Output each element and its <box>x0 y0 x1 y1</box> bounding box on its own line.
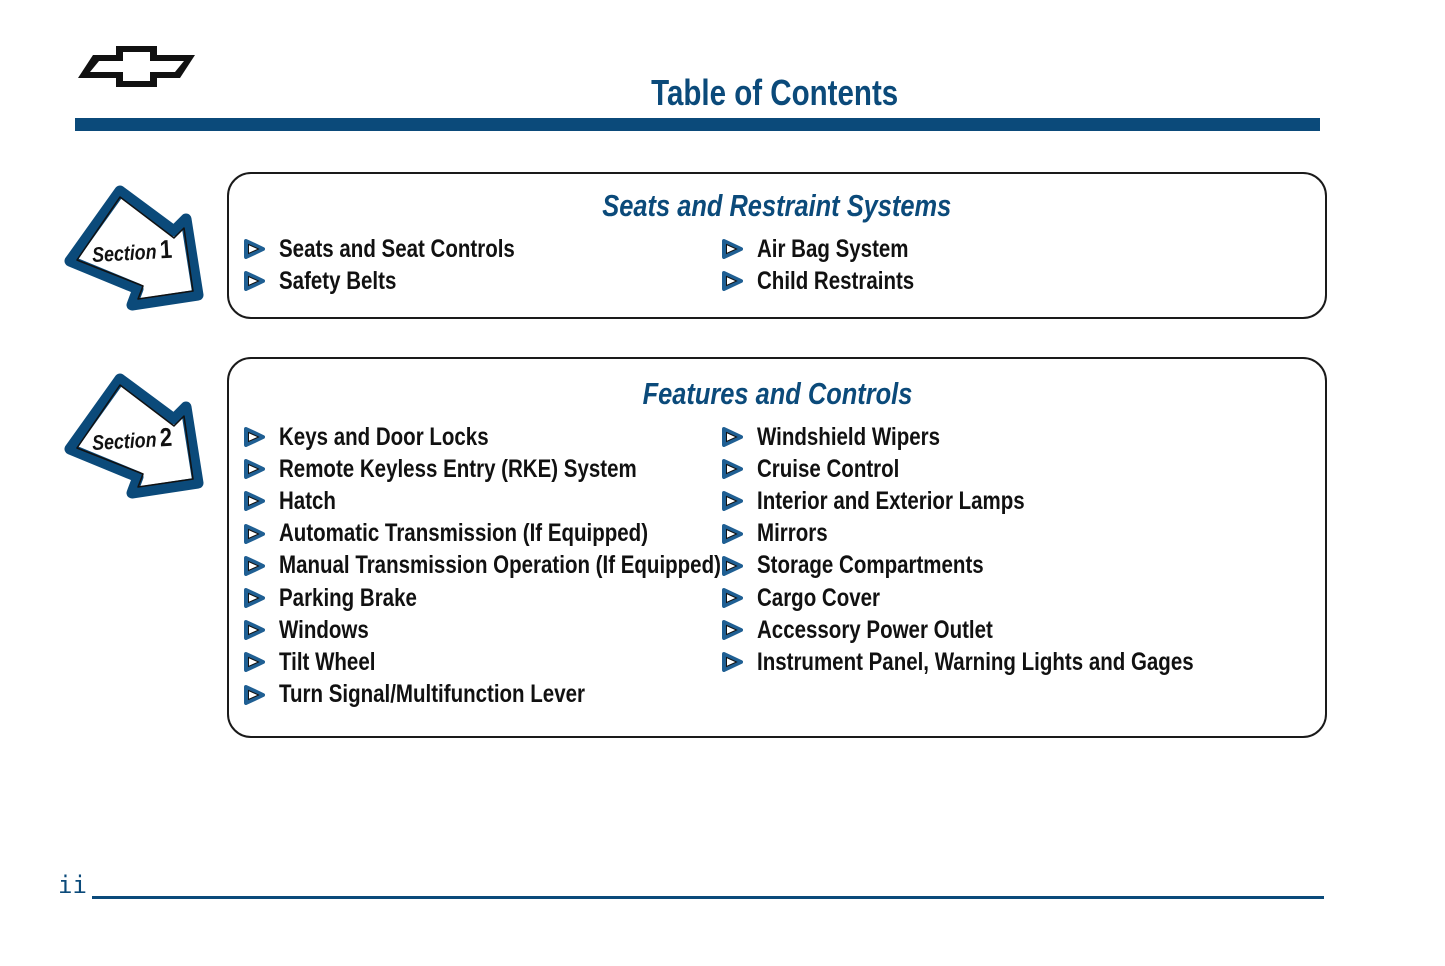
triangle-bullet-icon <box>722 271 743 292</box>
toc-entry-label: Safety Belts <box>279 266 397 295</box>
toc-entry-label: Air Bag System <box>757 234 909 263</box>
toc-entry[interactable]: Child Restraints <box>721 265 949 297</box>
toc-entry[interactable]: Tilt Wheel <box>243 646 818 678</box>
page-title: Table of Contents <box>651 72 899 113</box>
toc-entry[interactable]: Automatic Transmission (If Equipped) <box>243 518 818 550</box>
section-label: Section2 <box>91 421 173 455</box>
section-2-box: Features and Controls Keys and Door Lock… <box>227 357 1327 738</box>
triangle-bullet-icon <box>244 491 265 512</box>
toc-entry[interactable]: Manual Transmission Operation (If Equipp… <box>243 550 818 582</box>
section-1-box: Seats and Restraint Systems Seats and Se… <box>227 172 1327 319</box>
toc-entry-label: Keys and Door Locks <box>279 422 489 451</box>
right-column: Windshield Wipers Cruise Control Interior … <box>721 421 1289 679</box>
triangle-bullet-icon <box>244 523 265 544</box>
toc-entry[interactable]: Air Bag System <box>721 233 949 265</box>
triangle-bullet-icon <box>722 652 743 673</box>
toc-entry[interactable]: Windshield Wipers <box>721 421 1289 453</box>
toc-entry[interactable]: Hatch <box>243 485 818 517</box>
toc-entry[interactable]: Cargo Cover <box>721 582 1289 614</box>
bowtie-logo <box>78 46 195 87</box>
triangle-bullet-icon <box>244 459 265 480</box>
triangle-bullet-icon <box>244 620 265 641</box>
toc-entry[interactable]: Mirrors <box>721 518 1289 550</box>
toc-entry-label: Seats and Seat Controls <box>279 234 515 263</box>
toc-entry[interactable]: Parking Brake <box>243 582 818 614</box>
toc-entry-label: Interior and Exterior Lamps <box>757 486 1025 515</box>
toc-entry-label: Mirrors <box>757 519 828 548</box>
toc-entry-label: Cargo Cover <box>757 583 881 612</box>
section-arrow-icon <box>64 185 204 311</box>
toc-entry[interactable]: Windows <box>243 614 818 646</box>
page-number: ii <box>58 871 87 899</box>
toc-entry-label: Remote Keyless Entry (RKE) System <box>279 454 637 483</box>
toc-entry[interactable]: Remote Keyless Entry (RKE) System <box>243 453 818 485</box>
toc-entry[interactable]: Safety Belts <box>243 265 567 297</box>
triangle-bullet-icon <box>244 588 265 609</box>
toc-entry-label: Windows <box>279 615 369 644</box>
triangle-bullet-icon <box>722 459 743 480</box>
section-heading: Seats and Restraint Systems <box>602 188 952 223</box>
triangle-bullet-icon <box>244 652 265 673</box>
toc-entry[interactable]: Accessory Power Outlet <box>721 614 1289 646</box>
toc-entry[interactable]: Seats and Seat Controls <box>243 233 567 265</box>
triangle-bullet-icon <box>722 555 743 576</box>
triangle-bullet-icon <box>722 523 743 544</box>
section-heading: Features and Controls <box>642 376 912 411</box>
toc-entry-label: Turn Signal/Multifunction Lever <box>279 680 585 709</box>
triangle-bullet-icon <box>722 588 743 609</box>
toc-entry[interactable]: Instrument Panel, Warning Lights and Gag… <box>721 646 1289 678</box>
triangle-bullet-icon <box>722 491 743 512</box>
triangle-bullet-icon <box>722 427 743 448</box>
toc-entry[interactable]: Storage Compartments <box>721 550 1289 582</box>
toc-entry[interactable]: Interior and Exterior Lamps <box>721 485 1289 517</box>
toc-entry-label: Hatch <box>279 486 336 515</box>
toc-entry[interactable]: Keys and Door Locks <box>243 421 818 453</box>
toc-entry[interactable]: Cruise Control <box>721 453 1289 485</box>
triangle-bullet-icon <box>244 239 265 260</box>
toc-entry-label: Child Restraints <box>757 266 915 295</box>
toc-entry-label: Instrument Panel, Warning Lights and Gag… <box>757 647 1194 676</box>
toc-entry-label: Manual Transmission Operation (If Equipp… <box>279 551 721 580</box>
triangle-bullet-icon <box>722 620 743 641</box>
triangle-bullet-icon <box>722 239 743 260</box>
title-rule <box>75 118 1320 131</box>
toc-entry-label: Cruise Control <box>757 454 900 483</box>
section-arrow-icon <box>64 373 204 499</box>
left-column: Seats and Seat Controls Safety Belts <box>243 233 567 297</box>
section-2-badge: Section2 <box>62 371 207 511</box>
toc-entry-label: Accessory Power Outlet <box>757 615 993 644</box>
triangle-bullet-icon <box>244 555 265 576</box>
footer-rule <box>92 896 1324 899</box>
section-1-badge: Section1 <box>62 183 207 323</box>
toc-entry-label: Automatic Transmission (If Equipped) <box>279 519 649 548</box>
section-label: Section1 <box>91 233 173 267</box>
right-column: Air Bag System Child Restraints <box>721 233 949 297</box>
triangle-bullet-icon <box>244 271 265 292</box>
triangle-bullet-icon <box>244 427 265 448</box>
left-column: Keys and Door Locks Remote Keyless Entry … <box>243 421 818 711</box>
toc-entry-label: Storage Compartments <box>757 551 984 580</box>
toc-entry[interactable]: Turn Signal/Multifunction Lever <box>243 679 818 711</box>
triangle-bullet-icon <box>244 684 265 705</box>
toc-entry-label: Windshield Wipers <box>757 422 941 451</box>
toc-entry-label: Tilt Wheel <box>279 647 376 676</box>
toc-entry-label: Parking Brake <box>279 583 417 612</box>
